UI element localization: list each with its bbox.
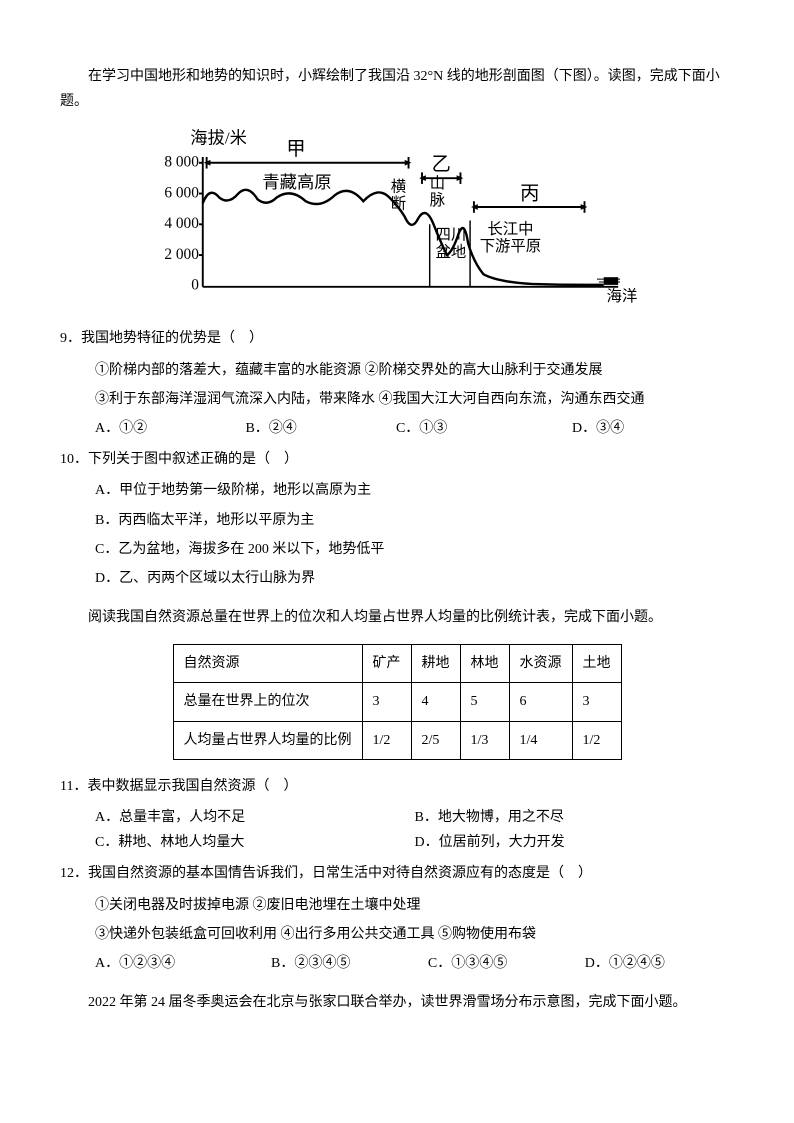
svg-text:长江中下游平原: 长江中下游平原 <box>480 220 542 255</box>
q9-subitems: ①阶梯内部的落差大，蕴藏丰富的水能资源 ②阶梯交界处的高大山脉利于交通发展 <box>60 358 734 383</box>
table-header-1: 矿产 <box>362 645 411 683</box>
q9-item-3: ③利于东部海洋湿润气流深入内陆，带来降水 <box>95 392 375 407</box>
q10-stem: 10．下列关于图中叙述正确的是（ ） <box>60 447 734 472</box>
svg-text:2 000: 2 000 <box>164 246 199 263</box>
q12-item-1: ①关闭电器及时拔掉电源 <box>95 898 249 913</box>
svg-text:乙: 乙 <box>432 155 451 176</box>
table-header-4: 水资源 <box>509 645 572 683</box>
intro-text-3: 2022 年第 24 届冬季奥运会在北京与张家口联合举办，读世界滑雪场分布示意图… <box>60 990 734 1015</box>
q9-opt-a[interactable]: A．①② <box>95 416 242 441</box>
svg-text:6 000: 6 000 <box>164 185 199 202</box>
resources-table: 自然资源 矿产 耕地 林地 水资源 土地 总量在世界上的位次 3 4 5 6 3… <box>173 644 622 760</box>
q10-opt-a[interactable]: A．甲位于地势第一级阶梯，地形以高原为主 <box>95 483 371 498</box>
q9-item-1: ①阶梯内部的落差大，蕴藏丰富的水能资源 <box>95 363 361 378</box>
q10-opt-b[interactable]: B．丙西临太平洋，地形以平原为主 <box>95 513 314 528</box>
q9-opt-b[interactable]: B．②④ <box>245 416 392 441</box>
q10-opt-c[interactable]: C．乙为盆地，海拔多在 200 米以下，地势低平 <box>95 542 384 557</box>
svg-text:青藏高原: 青藏高原 <box>262 173 331 192</box>
svg-text:海洋: 海洋 <box>607 288 638 306</box>
q11-options: A．总量丰富，人均不足 B．地大物博，用之不尽 C．耕地、林地人均量大 D．位居… <box>60 805 734 855</box>
table-row: 人均量占世界人均量的比例 1/2 2/5 1/3 1/4 1/2 <box>173 721 621 759</box>
table-row: 总量在世界上的位次 3 4 5 6 3 <box>173 683 621 721</box>
q9-item-2: ②阶梯交界处的高大山脉利于交通发展 <box>365 363 603 378</box>
q12-opt-c[interactable]: C．①③④⑤ <box>428 951 581 976</box>
svg-text:山脉: 山脉 <box>430 174 445 209</box>
q12-subitems-1: ①关闭电器及时拔掉电源 ②废旧电池埋在土壤中处理 <box>60 893 734 918</box>
q12-subitems-2: ③快递外包装纸盒可回收利用 ④出行多用公共交通工具 ⑤购物使用布袋 <box>60 922 734 947</box>
q9-opt-c[interactable]: C．①③ <box>396 416 569 441</box>
q9-item-4: ④我国大江大河自西向东流，沟通东西交通 <box>379 392 645 407</box>
y-axis-label: 海拔/米 <box>190 129 247 148</box>
q12-opt-b[interactable]: B．②③④⑤ <box>271 951 424 976</box>
q12-opt-d[interactable]: D．①②④⑤ <box>585 951 726 976</box>
q9-stem: 9．我国地势特征的优势是（ ） <box>60 326 734 351</box>
q9-opt-d[interactable]: D．③④ <box>572 416 719 441</box>
svg-text:丙: 丙 <box>520 184 539 205</box>
q12-stem: 12．我国自然资源的基本国情告诉我们，日常生活中对待自然资源应有的态度是（ ） <box>60 861 734 886</box>
table-header-5: 土地 <box>572 645 621 683</box>
q12-item-5: ⑤购物使用布袋 <box>438 927 536 942</box>
q12-item-3: ③快递外包装纸盒可回收利用 <box>95 927 277 942</box>
svg-text:0: 0 <box>191 277 199 294</box>
q12-options: A．①②③④ B．②③④⑤ C．①③④⑤ D．①②④⑤ <box>60 951 734 976</box>
table-header-2: 耕地 <box>411 645 460 683</box>
svg-text:4 000: 4 000 <box>164 216 199 233</box>
terrain-profile-chart: 海拔/米 8 000 6 000 4 000 2 000 0 甲 乙 丙 海洋 … <box>147 128 647 311</box>
q12-item-4: ④出行多用公共交通工具 <box>281 927 435 942</box>
table-header-row: 自然资源 矿产 耕地 林地 水资源 土地 <box>173 645 621 683</box>
table-header-3: 林地 <box>460 645 509 683</box>
q11-opt-a[interactable]: A．总量丰富，人均不足 <box>95 805 415 830</box>
svg-text:甲: 甲 <box>286 139 305 160</box>
q10-opt-d[interactable]: D．乙、丙两个区域以太行山脉为界 <box>95 571 315 586</box>
intro-text-1: 在学习中国地形和地势的知识时，小辉绘制了我国沿 32°N 线的地形剖面图（下图）… <box>60 64 734 114</box>
q11-opt-c[interactable]: C．耕地、林地人均量大 <box>95 830 415 855</box>
intro-text-2: 阅读我国自然资源总量在世界上的位次和人均量占世界人均量的比例统计表，完成下面小题… <box>60 605 734 630</box>
q9-subitems-2: ③利于东部海洋湿润气流深入内陆，带来降水 ④我国大江大河自西向东流，沟通东西交通 <box>60 387 734 412</box>
q11-opt-b[interactable]: B．地大物博，用之不尽 <box>415 805 735 830</box>
q12-item-2: ②废旧电池埋在土壤中处理 <box>253 898 421 913</box>
q11-stem: 11．表中数据显示我国自然资源（ ） <box>60 774 734 799</box>
svg-text:8 000: 8 000 <box>164 154 199 171</box>
svg-text:横断: 横断 <box>389 178 407 211</box>
svg-text:四川盆地: 四川盆地 <box>435 227 466 261</box>
q9-options: A．①② B．②④ C．①③ D．③④ <box>60 416 734 441</box>
q12-opt-a[interactable]: A．①②③④ <box>95 951 268 976</box>
q11-opt-d[interactable]: D．位居前列，大力开发 <box>415 830 735 855</box>
table-header-0: 自然资源 <box>173 645 362 683</box>
